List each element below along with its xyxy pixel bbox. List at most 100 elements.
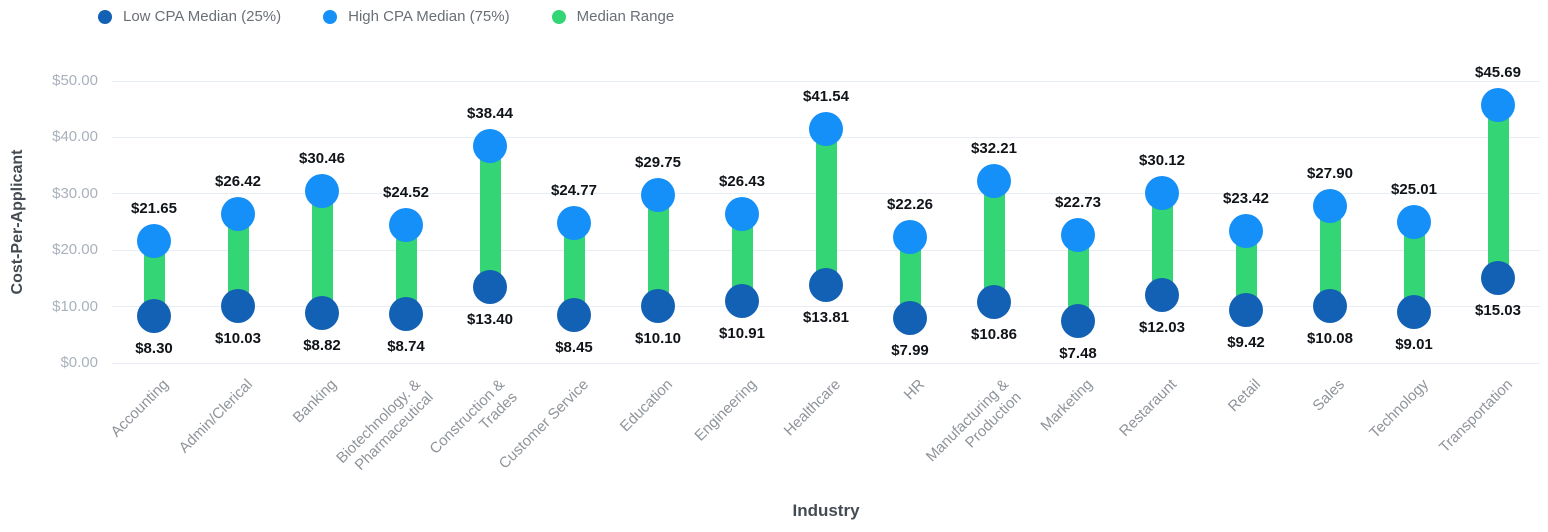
low-cpa-value-label: $8.45 bbox=[555, 339, 593, 357]
median-range-bar bbox=[227, 213, 249, 307]
high-cpa-dot[interactable] bbox=[893, 220, 927, 255]
high-cpa-value-label: $45.69 bbox=[1475, 64, 1521, 82]
high-cpa-value-label: $41.54 bbox=[803, 87, 849, 105]
high-cpa-value-label: $24.77 bbox=[551, 182, 597, 200]
high-cpa-dot[interactable] bbox=[1061, 217, 1095, 252]
high-cpa-dot[interactable] bbox=[557, 206, 591, 241]
median-range-bar bbox=[1319, 205, 1341, 307]
median-range-bar bbox=[1067, 234, 1089, 321]
gridline bbox=[112, 80, 1540, 82]
legend-label-median-range: Median Range bbox=[576, 8, 675, 25]
median-range-bar bbox=[983, 181, 1005, 302]
low-cpa-value-label: $9.42 bbox=[1227, 333, 1265, 351]
high-cpa-dot[interactable] bbox=[1481, 88, 1515, 123]
legend-dot-high-cpa-icon bbox=[323, 9, 338, 24]
chart-legend: Low CPA Median (25%) High CPA Median (75… bbox=[98, 8, 674, 25]
low-cpa-dot[interactable] bbox=[137, 299, 171, 334]
low-cpa-dot[interactable] bbox=[977, 284, 1011, 319]
low-cpa-dot[interactable] bbox=[725, 284, 759, 319]
high-cpa-value-label: $30.12 bbox=[1139, 152, 1185, 170]
high-cpa-dot[interactable] bbox=[473, 129, 507, 164]
low-cpa-value-label: $9.01 bbox=[1395, 336, 1433, 354]
low-cpa-dot[interactable] bbox=[473, 270, 507, 305]
high-cpa-value-label: $26.42 bbox=[215, 172, 261, 190]
legend-item-median-range[interactable]: Median Range bbox=[551, 8, 675, 25]
high-cpa-value-label: $25.01 bbox=[1391, 180, 1437, 198]
high-cpa-dot[interactable] bbox=[221, 196, 255, 231]
high-cpa-dot[interactable] bbox=[1145, 176, 1179, 211]
high-cpa-value-label: $32.21 bbox=[971, 140, 1017, 158]
low-cpa-dot[interactable] bbox=[809, 268, 843, 303]
low-cpa-value-label: $10.08 bbox=[1307, 330, 1353, 348]
high-cpa-dot[interactable] bbox=[1229, 213, 1263, 248]
y-tick-label: $20.00 bbox=[52, 241, 98, 259]
low-cpa-dot[interactable] bbox=[1061, 303, 1095, 338]
median-range-bar bbox=[1235, 230, 1257, 310]
median-range-bar bbox=[815, 128, 837, 286]
low-cpa-dot[interactable] bbox=[557, 298, 591, 333]
median-range-bar bbox=[899, 237, 921, 318]
low-cpa-dot[interactable] bbox=[389, 296, 423, 331]
high-cpa-value-label: $21.65 bbox=[131, 199, 177, 217]
median-range-bar bbox=[731, 213, 753, 302]
low-cpa-value-label: $8.82 bbox=[303, 337, 341, 355]
high-cpa-dot[interactable] bbox=[641, 178, 675, 213]
low-cpa-dot[interactable] bbox=[1481, 261, 1515, 296]
high-cpa-value-label: $38.44 bbox=[467, 105, 513, 123]
low-cpa-dot[interactable] bbox=[641, 289, 675, 324]
low-cpa-dot[interactable] bbox=[305, 296, 339, 331]
x-axis-title: Industry bbox=[792, 501, 860, 520]
low-cpa-dot[interactable] bbox=[1229, 292, 1263, 327]
gridline bbox=[112, 362, 1540, 364]
low-cpa-value-label: $13.40 bbox=[467, 311, 513, 329]
y-tick-label: $10.00 bbox=[52, 297, 98, 315]
median-range-bar bbox=[563, 223, 585, 316]
y-tick-label: $50.00 bbox=[52, 72, 98, 89]
high-cpa-value-label: $22.26 bbox=[887, 196, 933, 214]
median-range-bar bbox=[311, 191, 333, 314]
low-cpa-dot[interactable] bbox=[1313, 289, 1347, 324]
median-range-bar bbox=[1487, 105, 1509, 279]
median-range-bar bbox=[143, 240, 165, 317]
high-cpa-value-label: $24.52 bbox=[383, 183, 429, 201]
low-cpa-value-label: $8.74 bbox=[387, 337, 425, 355]
high-cpa-dot[interactable] bbox=[389, 207, 423, 242]
high-cpa-dot[interactable] bbox=[725, 196, 759, 231]
median-range-bar bbox=[1403, 221, 1425, 313]
legend-dot-median-range-icon bbox=[551, 9, 566, 24]
high-cpa-dot[interactable] bbox=[137, 223, 171, 258]
high-cpa-dot[interactable] bbox=[305, 174, 339, 209]
low-cpa-value-label: $12.03 bbox=[1139, 319, 1185, 337]
median-range-bar bbox=[1151, 193, 1173, 296]
low-cpa-dot[interactable] bbox=[1145, 278, 1179, 313]
high-cpa-value-label: $26.43 bbox=[719, 172, 765, 190]
legend-item-low-cpa[interactable]: Low CPA Median (25%) bbox=[98, 8, 281, 25]
legend-label-low-cpa: Low CPA Median (25%) bbox=[123, 8, 282, 25]
high-cpa-value-label: $23.42 bbox=[1223, 189, 1269, 207]
high-cpa-dot[interactable] bbox=[1397, 204, 1431, 239]
low-cpa-value-label: $7.48 bbox=[1059, 344, 1097, 362]
high-cpa-dot[interactable] bbox=[809, 111, 843, 146]
legend-label-high-cpa: High CPA Median (75%) bbox=[348, 8, 510, 25]
high-cpa-dot[interactable] bbox=[1313, 188, 1347, 223]
low-cpa-dot[interactable] bbox=[1397, 295, 1431, 330]
median-range-bar bbox=[479, 146, 501, 288]
low-cpa-value-label: $15.03 bbox=[1475, 302, 1521, 320]
low-cpa-value-label: $10.86 bbox=[971, 325, 1017, 343]
median-range-bar bbox=[647, 195, 669, 307]
gridline bbox=[112, 306, 1540, 308]
legend-item-high-cpa[interactable]: High CPA Median (75%) bbox=[323, 8, 510, 25]
low-cpa-dot[interactable] bbox=[221, 289, 255, 324]
low-cpa-value-label: $10.03 bbox=[215, 330, 261, 348]
high-cpa-dot[interactable] bbox=[977, 164, 1011, 199]
low-cpa-value-label: $7.99 bbox=[891, 341, 929, 359]
high-cpa-value-label: $30.46 bbox=[299, 150, 345, 168]
median-range-bar bbox=[395, 224, 417, 314]
high-cpa-value-label: $29.75 bbox=[635, 154, 681, 172]
y-tick-label: $30.00 bbox=[52, 184, 98, 202]
low-cpa-value-label: $8.30 bbox=[135, 340, 173, 358]
low-cpa-value-label: $10.91 bbox=[719, 325, 765, 343]
low-cpa-dot[interactable] bbox=[893, 300, 927, 335]
low-cpa-value-label: $10.10 bbox=[635, 330, 681, 348]
